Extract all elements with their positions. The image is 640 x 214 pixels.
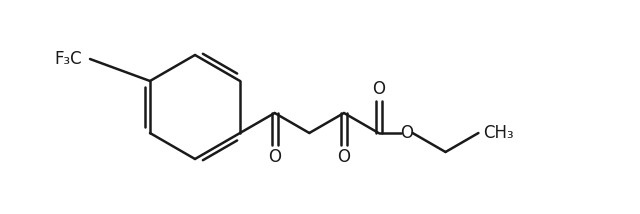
Text: O: O (268, 148, 281, 166)
Text: O: O (337, 148, 351, 166)
Text: F₃C: F₃C (54, 50, 82, 68)
Text: CH₃: CH₃ (483, 124, 514, 142)
Text: O: O (400, 124, 413, 142)
Text: O: O (372, 80, 385, 98)
